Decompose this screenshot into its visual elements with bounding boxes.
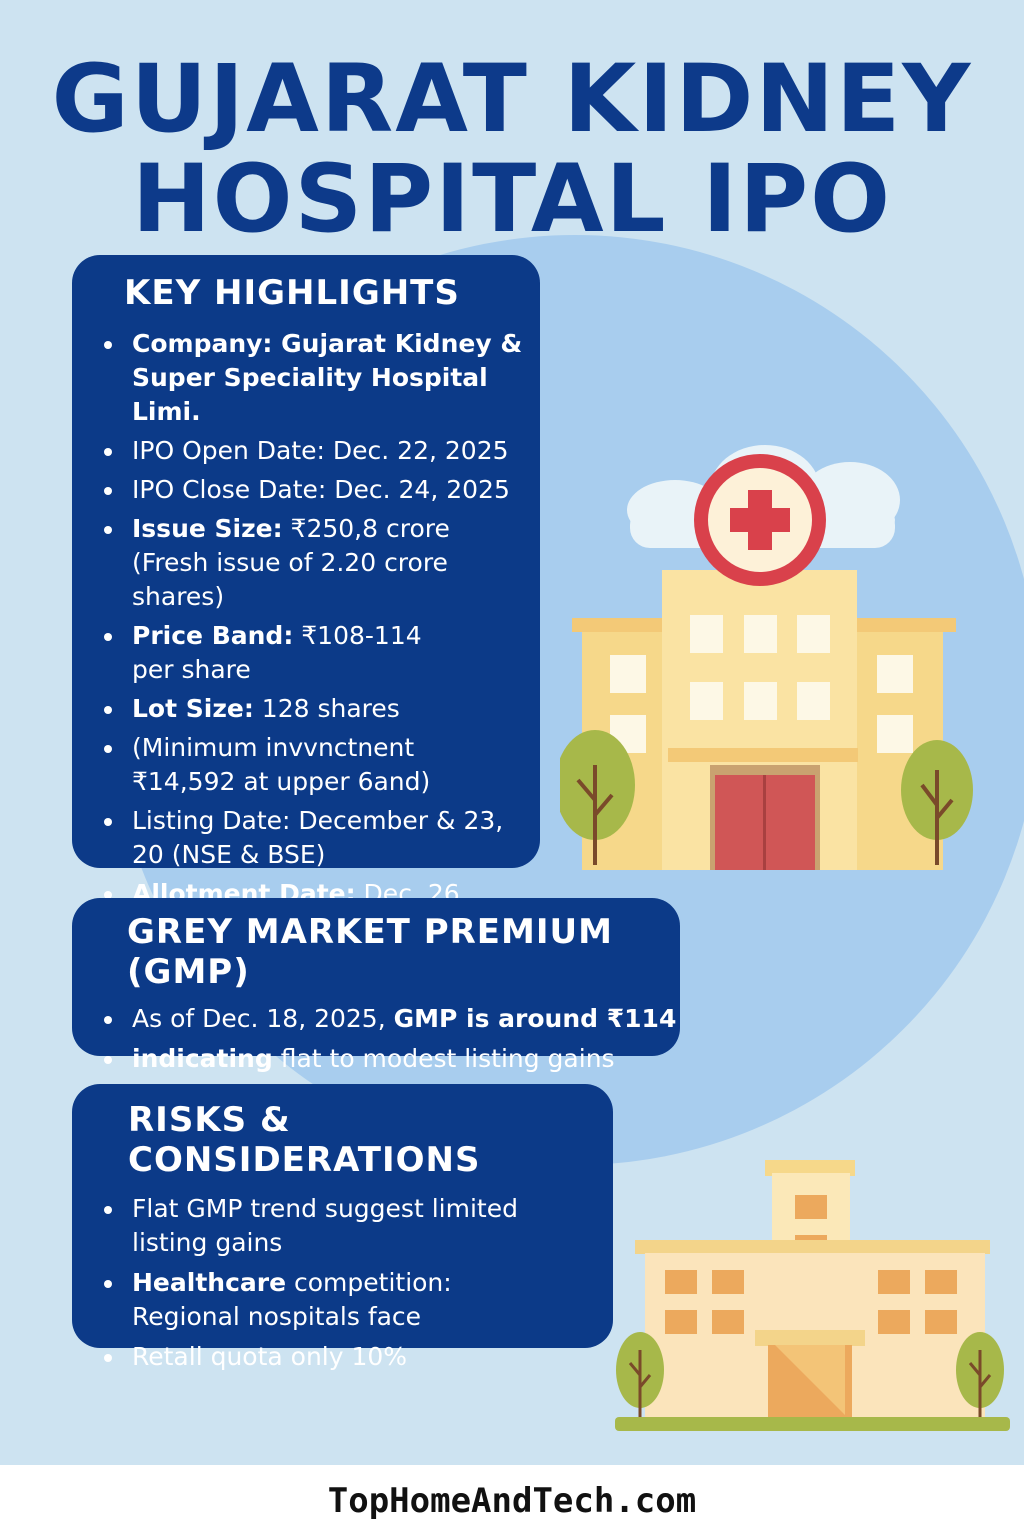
list-item: IPO Close Date: Dec. 24, 2025 — [72, 473, 528, 507]
list-item: (Minimum invvnctnent ₹14,592 at upper 6a… — [72, 731, 528, 799]
gmp-list: As of Dec. 18, 2025, GMP is around ₹114 … — [72, 1002, 680, 1076]
risks-card: RISKS & CONSIDERATIONS Flat GMP trend su… — [72, 1084, 613, 1371]
hospital-illustration — [560, 445, 973, 870]
list-item: indicating flat to modest listing gains — [72, 1042, 680, 1076]
list-item: Flat GMP trend suggest limited listing g… — [72, 1192, 553, 1260]
tree-icon — [560, 730, 635, 865]
list-item: Issue Size: ₹250,8 crore (Fresh issue of… — [72, 512, 528, 614]
risks-list: Flat GMP trend suggest limited listing g… — [72, 1192, 613, 1374]
list-item: IPO Open Date: Dec. 22, 2025 — [72, 434, 528, 468]
list-item: Lot Size: 128 shares — [72, 692, 528, 726]
gmp-card: GREY MARKET PREMIUM (GMP) As of Dec. 18,… — [72, 898, 680, 1073]
list-item: Listing Date: December & 23, 20 (NSE & B… — [72, 804, 528, 872]
tree-icon — [901, 740, 973, 865]
key-highlights-list: Company: Gujarat Kidney & Super Speciali… — [72, 327, 540, 945]
page-title-line-2: HOSPITAL IPO — [131, 145, 893, 254]
risks-heading: RISKS & CONSIDERATIONS — [128, 1100, 481, 1180]
page-title-line-1: GUJARAT KIDNEY — [51, 45, 973, 154]
list-item: Price Band: ₹108-114 per share — [72, 619, 528, 687]
gmp-heading: GREY MARKET PREMIUM (GMP) — [127, 912, 613, 992]
list-item: As of Dec. 18, 2025, GMP is around ₹114 — [72, 1002, 680, 1036]
list-item: Healthcare competition: Regional nospita… — [72, 1266, 553, 1334]
hospital-illustration-small — [615, 1160, 1010, 1431]
tree-icon — [956, 1332, 1004, 1417]
tree-icon — [616, 1332, 664, 1417]
footer-site-link[interactable]: TopHomeAndTech.com — [327, 1481, 697, 1521]
list-item: Company: Gujarat Kidney & Super Speciali… — [72, 327, 528, 429]
key-highlights-card: KEY HIGHLIGHTS Company: Gujarat Kidney &… — [72, 255, 540, 942]
medical-cross-icon — [694, 454, 826, 586]
key-highlights-heading: KEY HIGHLIGHTS — [124, 273, 460, 313]
footer: TopHomeAndTech.com — [0, 1465, 1024, 1536]
list-item: Retall quota only 10% — [72, 1340, 553, 1374]
